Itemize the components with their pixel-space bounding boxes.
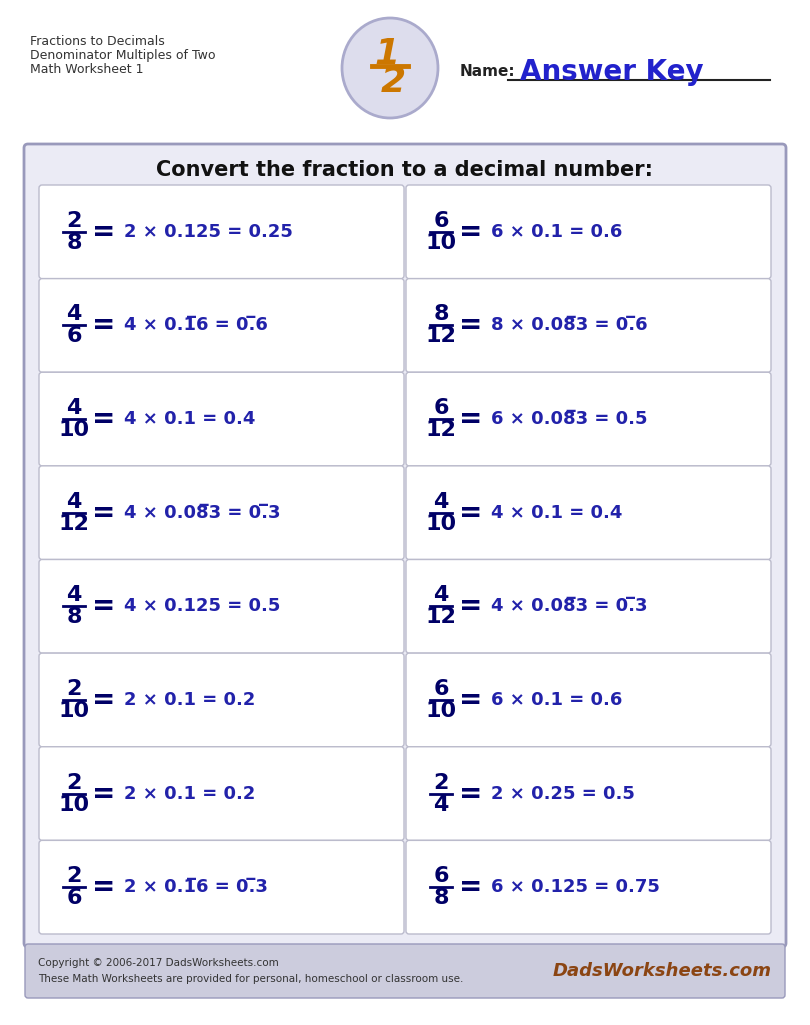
Text: These Math Worksheets are provided for personal, homeschool or classroom use.: These Math Worksheets are provided for p… [38, 974, 463, 984]
Text: 12: 12 [58, 514, 89, 534]
Text: 10: 10 [58, 420, 90, 440]
FancyBboxPatch shape [406, 279, 771, 372]
Text: 2 × 0.1 = 0.2: 2 × 0.1 = 0.2 [124, 691, 255, 709]
FancyBboxPatch shape [406, 560, 771, 653]
Text: 8: 8 [66, 607, 82, 627]
Text: 4: 4 [66, 585, 82, 606]
Text: =: = [459, 218, 483, 246]
Text: 10: 10 [58, 794, 90, 815]
Text: 6: 6 [66, 889, 82, 908]
Text: =: = [92, 873, 116, 901]
Text: 8: 8 [66, 233, 82, 253]
Text: 2: 2 [433, 773, 449, 792]
Text: 12: 12 [425, 607, 457, 627]
FancyBboxPatch shape [406, 466, 771, 560]
Text: Copyright © 2006-2017 DadsWorksheets.com: Copyright © 2006-2017 DadsWorksheets.com [38, 958, 279, 968]
Text: 4: 4 [433, 794, 449, 815]
Text: 10: 10 [425, 701, 457, 721]
Text: Fractions to Decimals: Fractions to Decimals [30, 35, 164, 48]
Text: 6 × 0.08̅3 = 0.5: 6 × 0.08̅3 = 0.5 [491, 410, 647, 428]
Text: 2: 2 [66, 679, 82, 699]
Text: 6 × 0.125 = 0.75: 6 × 0.125 = 0.75 [491, 878, 660, 896]
Text: 4: 4 [66, 492, 82, 511]
FancyBboxPatch shape [406, 184, 771, 279]
Text: 6: 6 [433, 679, 449, 699]
Text: 2: 2 [66, 211, 82, 231]
Ellipse shape [342, 18, 438, 118]
Text: 12: 12 [425, 326, 457, 346]
Text: DadsWorksheets.com: DadsWorksheets.com [553, 962, 772, 980]
FancyBboxPatch shape [39, 840, 404, 934]
FancyBboxPatch shape [406, 653, 771, 747]
FancyBboxPatch shape [39, 279, 404, 372]
Text: 4 × 0.1̅6 = 0.̅6: 4 × 0.1̅6 = 0.̅6 [124, 317, 268, 334]
Text: 4: 4 [433, 492, 449, 511]
Text: 2 × 0.125 = 0.25: 2 × 0.125 = 0.25 [124, 222, 293, 241]
Text: 4: 4 [433, 585, 449, 606]
FancyBboxPatch shape [406, 840, 771, 934]
Text: =: = [459, 312, 483, 339]
Text: Math Worksheet 1: Math Worksheet 1 [30, 63, 143, 76]
Text: 10: 10 [58, 701, 90, 721]
Text: Convert the fraction to a decimal number:: Convert the fraction to a decimal number… [156, 160, 654, 180]
Text: 8 × 0.08̅3 = 0.̅6: 8 × 0.08̅3 = 0.̅6 [491, 317, 648, 334]
Text: =: = [92, 312, 116, 339]
Text: =: = [92, 405, 116, 433]
Text: 2 × 0.1̅6 = 0.̅3: 2 × 0.1̅6 = 0.̅3 [124, 878, 268, 896]
Text: =: = [459, 686, 483, 714]
Text: =: = [459, 873, 483, 901]
Text: 2 × 0.1 = 0.2: 2 × 0.1 = 0.2 [124, 784, 255, 803]
Text: 6 × 0.1 = 0.6: 6 × 0.1 = 0.6 [491, 222, 622, 241]
FancyBboxPatch shape [39, 747, 404, 840]
Text: 6: 6 [433, 866, 449, 887]
Text: 2: 2 [66, 866, 82, 887]
Text: =: = [459, 592, 483, 620]
Text: 6 × 0.1 = 0.6: 6 × 0.1 = 0.6 [491, 691, 622, 709]
Text: =: = [92, 780, 116, 808]
Text: 6: 6 [66, 326, 82, 346]
Text: 2: 2 [381, 65, 406, 99]
Text: =: = [459, 780, 483, 808]
Text: =: = [459, 405, 483, 433]
Text: 4 × 0.08̅3 = 0.̅3: 4 × 0.08̅3 = 0.̅3 [124, 503, 280, 522]
FancyBboxPatch shape [406, 372, 771, 466]
Text: 1: 1 [374, 37, 399, 71]
Text: 4: 4 [66, 304, 82, 325]
Text: 4: 4 [66, 398, 82, 418]
Text: 4 × 0.08̅3 = 0.̅3: 4 × 0.08̅3 = 0.̅3 [491, 598, 647, 615]
Text: =: = [92, 686, 116, 714]
FancyBboxPatch shape [39, 466, 404, 560]
Text: 6: 6 [433, 211, 449, 231]
FancyBboxPatch shape [39, 653, 404, 747]
FancyBboxPatch shape [24, 144, 786, 947]
FancyBboxPatch shape [39, 372, 404, 466]
Text: 6: 6 [433, 398, 449, 418]
Text: Name:: Name: [460, 65, 516, 80]
Text: =: = [459, 499, 483, 527]
FancyBboxPatch shape [39, 184, 404, 279]
Text: =: = [92, 592, 116, 620]
Text: 8: 8 [433, 889, 449, 908]
Text: 10: 10 [425, 233, 457, 253]
Text: 12: 12 [425, 420, 457, 440]
FancyBboxPatch shape [25, 944, 785, 998]
Text: Answer Key: Answer Key [520, 58, 704, 86]
Text: 4 × 0.1 = 0.4: 4 × 0.1 = 0.4 [124, 410, 255, 428]
Text: 4 × 0.125 = 0.5: 4 × 0.125 = 0.5 [124, 598, 280, 615]
Text: 2 × 0.25 = 0.5: 2 × 0.25 = 0.5 [491, 784, 635, 803]
Text: =: = [92, 218, 116, 246]
Text: 8: 8 [433, 304, 449, 325]
Text: 2: 2 [66, 773, 82, 792]
FancyBboxPatch shape [406, 747, 771, 840]
Text: 4 × 0.1 = 0.4: 4 × 0.1 = 0.4 [491, 503, 622, 522]
FancyBboxPatch shape [39, 560, 404, 653]
Text: =: = [92, 499, 116, 527]
Text: Denominator Multiples of Two: Denominator Multiples of Two [30, 49, 215, 62]
Text: 10: 10 [425, 514, 457, 534]
